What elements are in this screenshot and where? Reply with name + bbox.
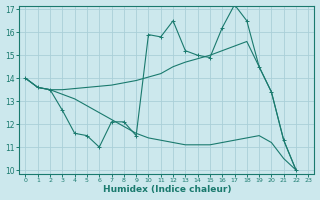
X-axis label: Humidex (Indice chaleur): Humidex (Indice chaleur) — [103, 185, 231, 194]
